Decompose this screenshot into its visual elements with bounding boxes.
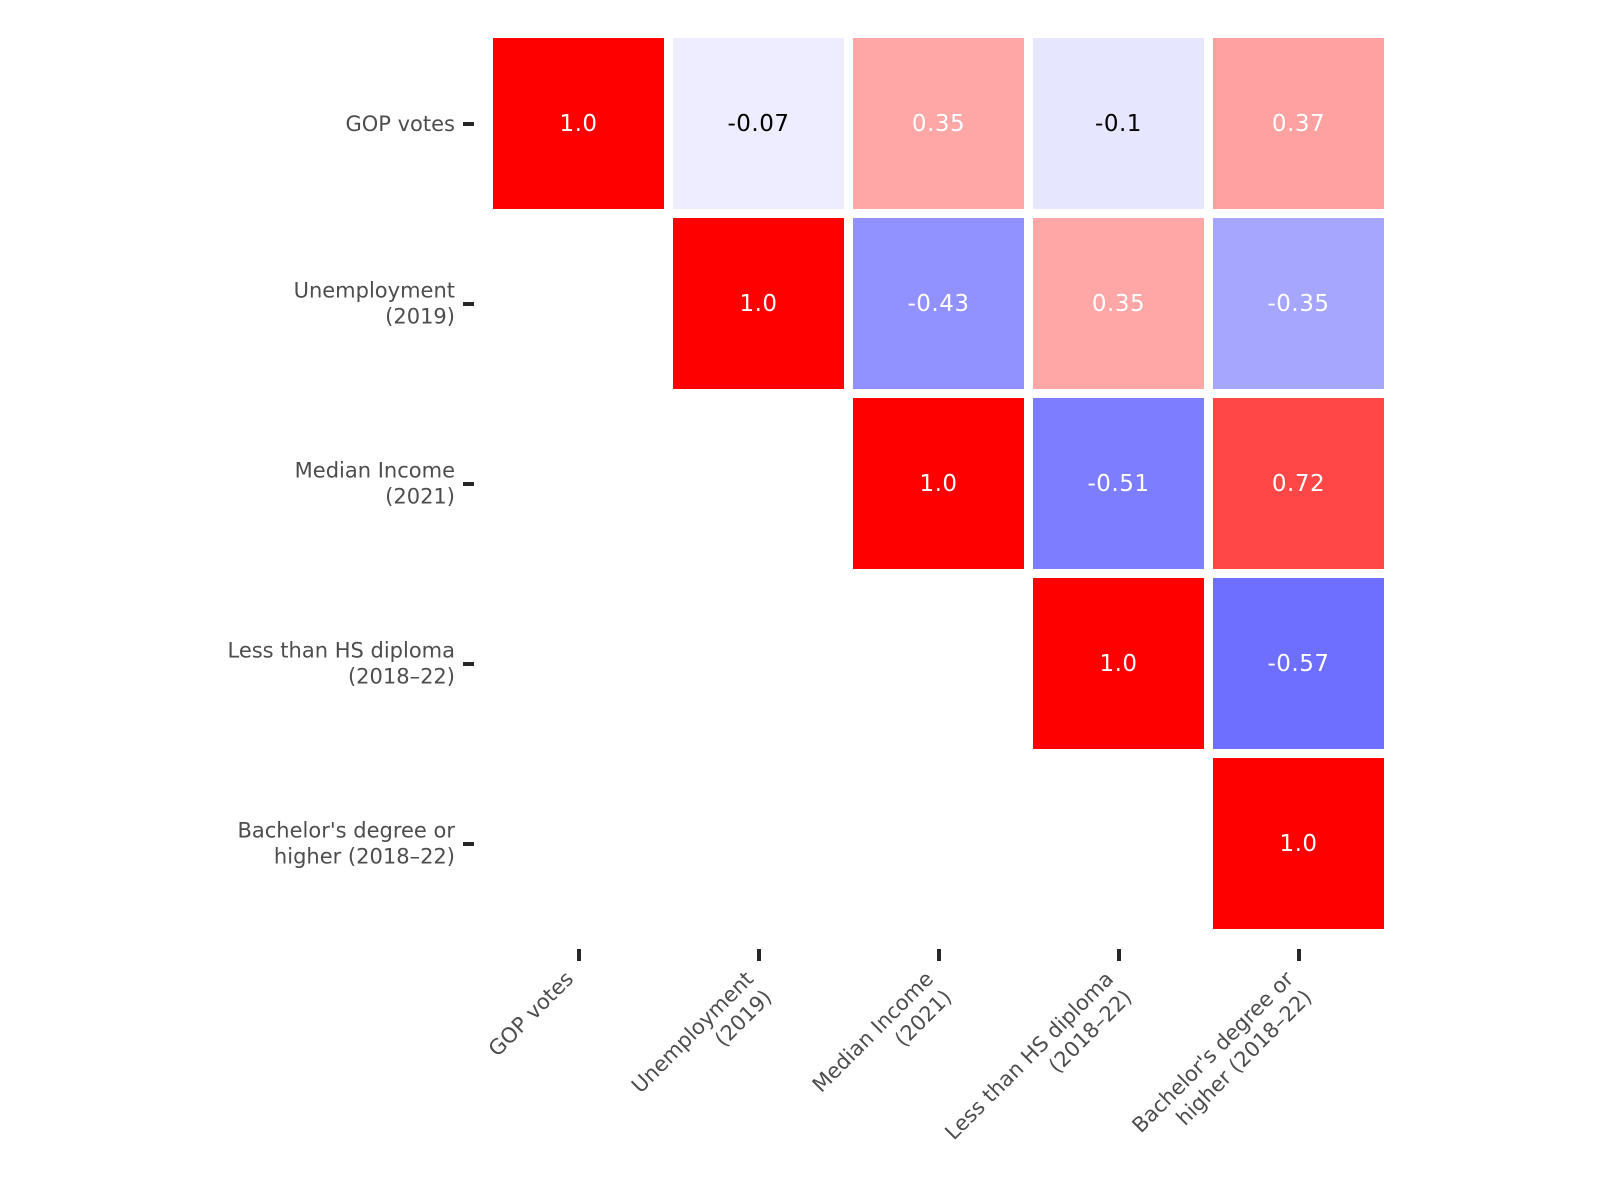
heatmap-cell: 1.0 [1213, 758, 1384, 929]
y-axis-label: Less than HS diploma (2018–22) [227, 638, 455, 689]
y-axis-label: Median Income (2021) [294, 458, 455, 509]
y-axis-tick [463, 481, 474, 486]
x-axis-tick [756, 949, 761, 961]
heatmap-cell: -0.35 [1213, 218, 1384, 389]
x-axis-tick [1116, 949, 1121, 961]
heatmap-cell: -0.51 [1033, 398, 1204, 569]
heatmap-cell: 1.0 [1033, 578, 1204, 749]
heatmap-cell: 0.35 [853, 38, 1024, 209]
y-axis-label: GOP votes [345, 111, 455, 136]
heatmap-cell: 1.0 [673, 218, 844, 389]
heatmap-cell: -0.1 [1033, 38, 1204, 209]
x-axis-label: GOP votes [483, 966, 579, 1062]
x-axis-tick [576, 949, 581, 961]
heatmap-cell: 0.72 [1213, 398, 1384, 569]
x-axis-label: Bachelor's degree or higher (2018–22) [1127, 966, 1317, 1138]
y-axis-tick [463, 841, 474, 846]
heatmap-cell: 1.0 [853, 398, 1024, 569]
heatmap-cell: -0.43 [853, 218, 1024, 389]
heatmap-cell: 1.0 [493, 38, 664, 209]
x-axis-label: Less than HS diploma (2018–22) [940, 966, 1137, 1145]
heatmap-cell: 0.35 [1033, 218, 1204, 389]
y-axis-label: Unemployment (2019) [293, 278, 455, 329]
x-axis-label: Unemployment (2019) [627, 966, 777, 1098]
x-axis-label: Median Income (2021) [807, 966, 957, 1098]
heatmap-cell: -0.57 [1213, 578, 1384, 749]
y-axis-tick [463, 121, 474, 126]
heatmap-cell: 0.37 [1213, 38, 1384, 209]
x-axis-tick [936, 949, 941, 961]
y-axis-label: Bachelor's degree or higher (2018–22) [237, 818, 455, 869]
y-axis-tick [463, 301, 474, 306]
x-axis-tick [1296, 949, 1301, 961]
y-axis-tick [463, 661, 474, 666]
heatmap-cell: -0.07 [673, 38, 844, 209]
